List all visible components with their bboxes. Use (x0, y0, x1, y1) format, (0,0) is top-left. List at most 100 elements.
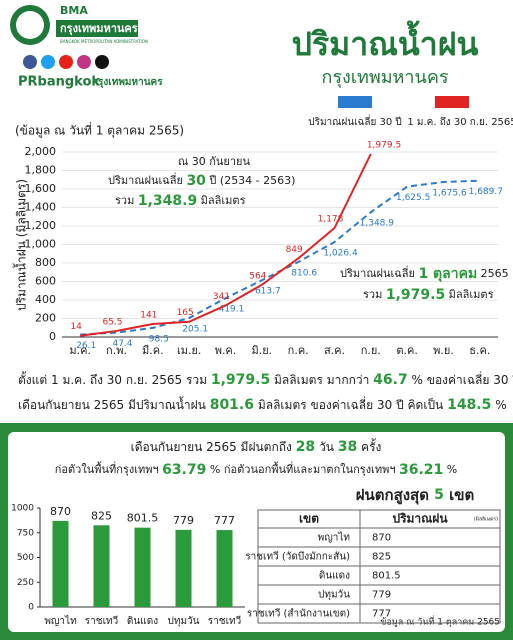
y-tick-label: 600 (35, 275, 56, 288)
x-tick-label: ก.ย. (361, 344, 381, 357)
september-line-part: ฝนตกสูงสุด (356, 486, 434, 505)
y-tick-label: 1,000 (25, 238, 57, 251)
y-tick-label: 1,600 (25, 182, 57, 195)
september-line-part: 28 (296, 439, 315, 455)
y-tick-label: 1,200 (25, 219, 57, 232)
x-tick-label: พ.ค. (215, 344, 237, 357)
table-cell: พญาไท (318, 532, 350, 544)
x-tick-label: ปทุมวัน (168, 616, 200, 627)
summary-line-part: % (491, 398, 506, 412)
x-tick-label: มี.ค. (142, 344, 164, 357)
table-cell: 779 (372, 590, 391, 601)
footnote: ข้อมูล ณ วันที่ 1 ตุลาคม 2565 (380, 615, 500, 628)
x-tick-label: ธ.ค. (469, 344, 490, 357)
bar (175, 529, 192, 607)
annotation-part: รวม (115, 194, 138, 207)
data-label: 1,348.9 (360, 219, 395, 229)
data-label: 613.7 (255, 287, 281, 297)
annotation: ณ 30 กันยายน (178, 155, 250, 168)
y-axis-label: ปริมาณน้ำฝน (มิลลิเมตร) (13, 179, 29, 311)
summary-line-part: 46.7 (373, 372, 408, 388)
annotation-part: ปริมาณฝนเฉลี่ย (340, 265, 418, 280)
september-line-part: เดือนกันยายน 2565 มีฝนตกถึง (131, 440, 296, 454)
y-tick-label: 800 (35, 256, 56, 269)
y-tick-label: 400 (35, 293, 56, 306)
summary-line-part: % ของค่าเฉลี่ย 30 ปี (408, 371, 513, 387)
summary-line-part: 1,979.5 (211, 372, 270, 388)
twitter-icon (41, 55, 55, 69)
x-tick-label: ดินแดง (127, 616, 158, 627)
y-tick-label: 200 (35, 312, 56, 325)
table-cell: 801.5 (372, 571, 401, 582)
summary-line-part: มิลลิเมตร มากกว่า (270, 373, 373, 387)
data-label: 564 (249, 271, 266, 281)
table-cell: 777 (372, 609, 391, 620)
x-tick-label: ก.พ. (106, 344, 127, 357)
x-tick-label: ต.ค. (396, 344, 418, 357)
annotation-part: มิลลิเมตร (197, 194, 245, 207)
summary-line-part: มิลลิเมตร ของค่าเฉลี่ย 30 ปี คิดเป็น (254, 396, 447, 412)
y-tick-label: 1,800 (25, 164, 57, 177)
september-line-part: % (443, 463, 457, 476)
annotation-part: 30 (186, 173, 206, 189)
logo-inner (16, 11, 44, 39)
data-label: 810.6 (291, 269, 317, 279)
bar (52, 520, 69, 607)
y-tick-label: 1000 (11, 504, 34, 514)
annotation-part: ปี (2534 - 2563) (206, 174, 296, 187)
data-label: 825 (91, 509, 112, 522)
table-cell: 870 (372, 533, 391, 544)
data-label: 1,178 (318, 215, 344, 225)
data-label: 801.5 (127, 512, 159, 525)
lower-panel-inner (8, 432, 505, 632)
annotation: ปริมาณฝนเฉลี่ย 30 ปี (2534 - 2563) (108, 172, 295, 189)
september-line-part: 38 (338, 439, 357, 455)
org-box (56, 20, 138, 37)
september-line-part: 5 (434, 487, 444, 503)
x-tick-label: พ.ย. (433, 344, 454, 357)
annotation-part: มิลลิเมตร (445, 288, 493, 301)
legend-swatch (435, 96, 469, 108)
y-tick-label: 500 (17, 553, 34, 563)
data-label: 779 (173, 514, 194, 527)
tiktok-icon (95, 55, 109, 69)
data-label: 1,979.5 (367, 140, 401, 150)
data-label: 1,625.5 (396, 193, 430, 203)
data-label: 26.1 (76, 341, 96, 351)
series-line (80, 153, 372, 337)
annotation-part: 2565 (477, 267, 509, 280)
summary-line-part: ตั้งแต่ 1 ม.ค. ถึง 30 ก.ย. 2565 รวม (18, 371, 211, 387)
annotation-part: รวม (363, 288, 386, 301)
data-label: 14 (70, 322, 82, 332)
september-line: ฝนตกสูงสุด 5 เขต (356, 486, 475, 505)
x-tick-label: ราชเทวี (208, 615, 241, 627)
y-tick-label: 750 (17, 528, 34, 538)
x-tick-label: มิ.ย. (251, 344, 272, 357)
y-tick-label: 0 (28, 603, 34, 613)
summary-line-part: เดือนกันยายน 2565 มีปริมาณน้ำฝน (18, 396, 210, 412)
table-header: ปริมาณฝน (392, 512, 448, 526)
data-date: (ข้อมูล ณ วันที่ 1 ตุลาคม 2565) (15, 122, 184, 139)
annotation: ปริมาณฝนเฉลี่ย 1 ตุลาคม 2565 (340, 265, 509, 282)
legend-label: ปริมาณฝนเฉลี่ย 30 ปี (308, 114, 402, 128)
x-tick-label: ก.ค. (288, 344, 309, 357)
data-label: 419.1 (219, 305, 245, 315)
data-label: 205.1 (182, 325, 208, 335)
data-label: 98.5 (149, 334, 169, 344)
september-line-part: ครั้ง (357, 438, 381, 454)
x-tick-label: ส.ค. (324, 344, 345, 357)
table-header-unit: (มิลลิเมตร) (474, 516, 498, 523)
table-header: เขต (299, 512, 319, 526)
handle: PRbangkok (18, 75, 100, 90)
x-tick-label: ราชเทวี (85, 615, 118, 627)
annotation-part: ณ 30 กันยายน (178, 155, 250, 168)
september-line-part: ก่อตัวในพื้นที่กรุงเทพฯ (55, 461, 162, 476)
annotation: รวม 1,348.9 มิลลิเมตร (115, 193, 246, 209)
bar (216, 530, 233, 607)
youtube-icon (59, 55, 73, 69)
legend-swatch (338, 96, 372, 108)
instagram-icon (77, 55, 91, 69)
september-line-part: 63.79 (162, 462, 206, 478)
annotation-part: 1,979.5 (386, 287, 445, 303)
